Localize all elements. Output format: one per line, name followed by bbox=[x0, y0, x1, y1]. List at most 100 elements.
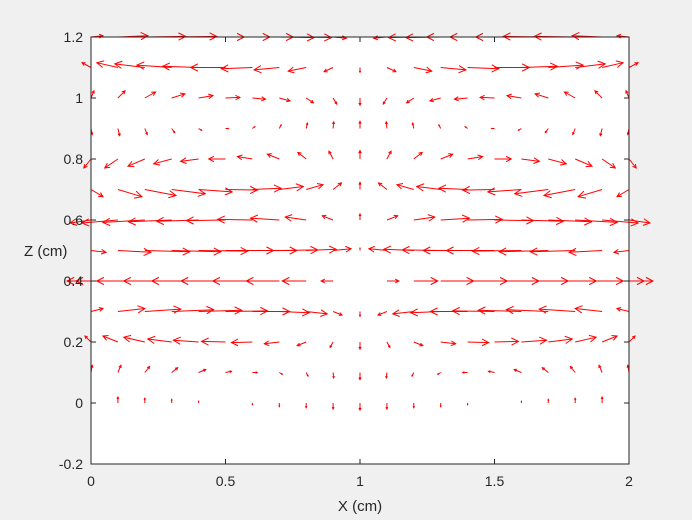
vector-arrow bbox=[386, 341, 391, 349]
vector-arrow bbox=[466, 403, 469, 406]
vector-arrow bbox=[220, 64, 253, 73]
vector-arrow bbox=[467, 338, 490, 347]
vector-arrow bbox=[252, 184, 283, 193]
vector-arrow bbox=[305, 97, 315, 104]
vector-arrow bbox=[440, 65, 467, 74]
vector-arrow bbox=[90, 307, 105, 312]
vector-arrow bbox=[279, 372, 284, 375]
vector-arrow bbox=[438, 123, 442, 129]
y-tick-label: 0 bbox=[75, 395, 83, 411]
vector-arrow bbox=[521, 157, 541, 164]
x-tick-label: 0 bbox=[87, 473, 95, 489]
vector-arrow bbox=[616, 189, 630, 198]
vector-arrow bbox=[83, 158, 92, 169]
vector-arrow bbox=[413, 214, 436, 222]
vector-arrow bbox=[547, 398, 550, 403]
vector-arrow bbox=[628, 335, 636, 343]
vector-arrow bbox=[281, 276, 307, 286]
vector-arrow bbox=[266, 153, 280, 160]
vector-arrow bbox=[305, 372, 309, 378]
vector-arrow bbox=[541, 367, 549, 373]
vector-arrow bbox=[428, 97, 441, 103]
vector-arrow bbox=[384, 120, 388, 129]
vector-arrow bbox=[575, 334, 598, 343]
vector-arrow bbox=[563, 91, 576, 99]
vector-arrow bbox=[144, 365, 151, 373]
vector-arrow bbox=[440, 340, 457, 347]
vector-arrow bbox=[197, 400, 200, 403]
vector-arrow bbox=[358, 311, 362, 318]
vector-arrow bbox=[358, 212, 362, 220]
vector-arrow bbox=[548, 158, 568, 166]
y-tick-label: 0.4 bbox=[64, 273, 84, 289]
vector-arrow bbox=[628, 158, 637, 169]
vector-arrow bbox=[117, 364, 122, 373]
vector-arrow bbox=[359, 246, 361, 251]
vector-arrow bbox=[451, 306, 495, 316]
vector-arrow bbox=[171, 367, 179, 373]
vector-arrow bbox=[542, 189, 576, 199]
vector-arrow bbox=[278, 123, 282, 129]
vector-arrow bbox=[252, 126, 256, 129]
vector-arrow bbox=[101, 334, 119, 343]
vector-arrow bbox=[200, 337, 226, 346]
vector-arrow bbox=[331, 403, 335, 411]
vector-arrow bbox=[189, 63, 226, 72]
vector-arrow bbox=[251, 403, 254, 406]
vector-arrow bbox=[225, 370, 233, 374]
vector-arrow bbox=[461, 371, 468, 374]
vector-arrow bbox=[68, 218, 92, 226]
vector-arrow bbox=[386, 67, 397, 73]
x-axis-label: X (cm) bbox=[338, 498, 382, 515]
vector-arrow bbox=[436, 372, 441, 375]
vector-arrow bbox=[386, 278, 401, 284]
vector-arrow bbox=[411, 122, 415, 129]
vector-arrow bbox=[601, 158, 617, 169]
vector-arrow bbox=[385, 372, 388, 379]
vector-arrow bbox=[467, 64, 500, 73]
vector-arrow bbox=[90, 248, 108, 255]
vector-arrow bbox=[385, 403, 389, 411]
vector-arrow bbox=[376, 311, 388, 316]
vector-arrow bbox=[329, 341, 334, 349]
vector-arrow bbox=[461, 185, 495, 195]
vector-arrow bbox=[245, 276, 280, 286]
x-tick-label: 2 bbox=[625, 473, 633, 489]
vector-arrow bbox=[135, 61, 172, 70]
vector-arrow bbox=[577, 189, 603, 199]
y-tick-label: 0.8 bbox=[64, 151, 84, 167]
vector-arrow bbox=[358, 372, 362, 381]
vector-arrow bbox=[520, 400, 523, 403]
vector-arrow bbox=[412, 403, 416, 409]
vector-arrow bbox=[367, 245, 387, 253]
x-tick-label: 0.5 bbox=[216, 473, 236, 489]
vector-arrow bbox=[216, 215, 253, 224]
vector-arrow bbox=[386, 150, 392, 160]
vector-arrow bbox=[569, 365, 576, 373]
vector-arrow bbox=[529, 247, 576, 256]
vector-arrow bbox=[494, 337, 520, 346]
vector-arrow bbox=[81, 62, 92, 68]
vector-arrow bbox=[391, 309, 414, 317]
vector-arrow bbox=[126, 158, 145, 168]
vector-arrow bbox=[287, 66, 307, 74]
vector-arrow bbox=[490, 127, 495, 130]
vector-arrow bbox=[103, 158, 119, 169]
vector-arrow bbox=[594, 90, 603, 99]
vector-arrow bbox=[304, 403, 308, 409]
y-tick-label: 0.6 bbox=[64, 212, 84, 228]
vector-arrow bbox=[467, 154, 484, 161]
vector-arrow bbox=[284, 214, 307, 222]
vector-arrow bbox=[321, 214, 334, 221]
vector-arrow bbox=[296, 151, 307, 160]
vector-arrow bbox=[548, 335, 574, 344]
vector-arrow bbox=[548, 217, 593, 226]
vector-arrow bbox=[386, 214, 399, 221]
vector-arrow bbox=[144, 247, 191, 256]
vector-arrow bbox=[411, 372, 415, 378]
vector-arrow bbox=[198, 306, 243, 315]
vector-arrow bbox=[601, 334, 619, 343]
vector-arrow bbox=[599, 128, 603, 137]
vector-arrow bbox=[358, 181, 362, 190]
vector-arrow bbox=[172, 336, 199, 345]
